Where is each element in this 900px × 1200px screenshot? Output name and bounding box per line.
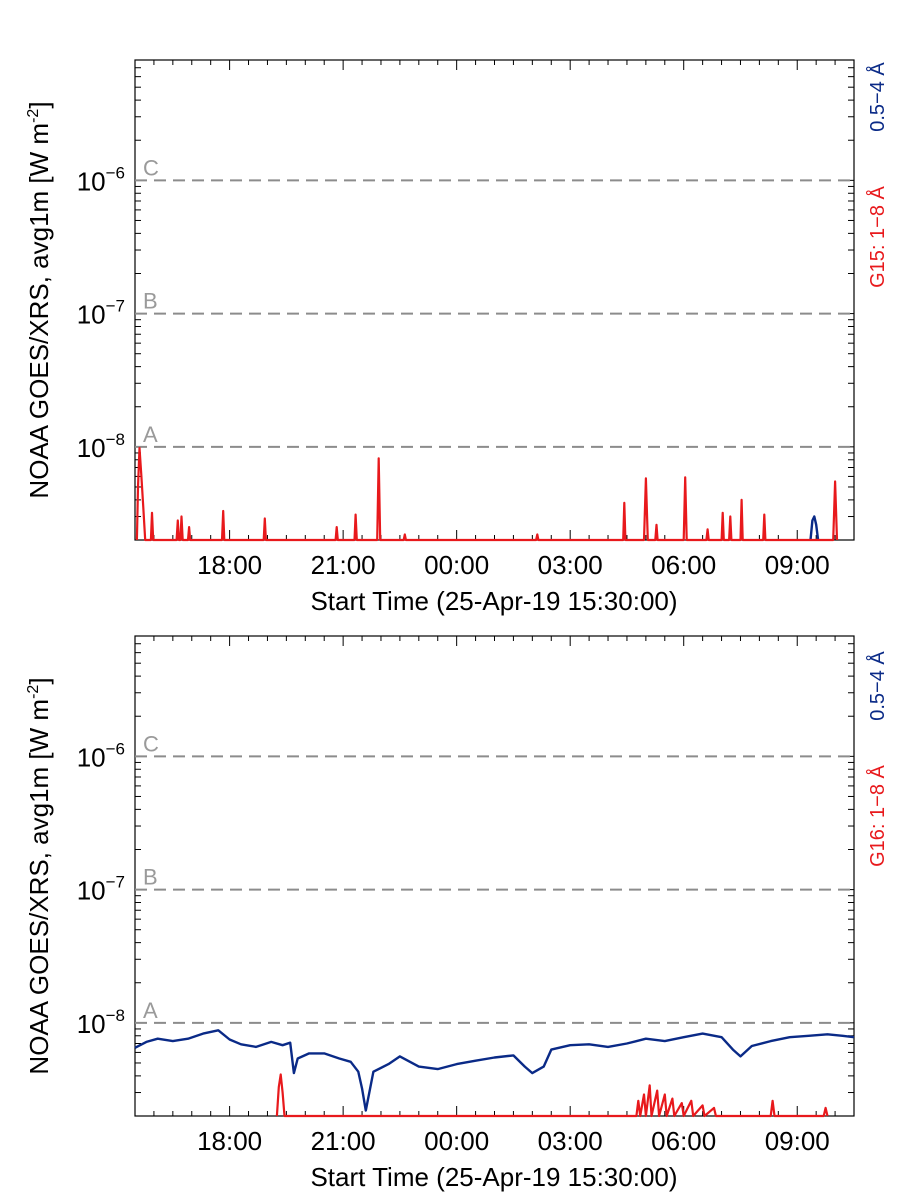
top-plot-frame	[134, 59, 855, 541]
top-legend-long: G15: 1−8 Å	[866, 185, 889, 287]
bottom-y-tick-label: 10−7	[77, 873, 125, 906]
bottom-y-tick-label: 10−6	[77, 739, 125, 772]
top-reference-lines: A B C	[135, 155, 854, 448]
top-y-tick-label: 10−8	[77, 430, 125, 463]
top-panel: ABC 18:00 21:00 00:00 03:00 06:00 09:00 10−81…	[24, 59, 889, 616]
top-x-axis-label: Start Time (25-Apr-19 15:30:00)	[310, 586, 677, 616]
bottom-x-tick-label: 21:00	[311, 1126, 376, 1156]
top-y-ticks: 10−8 10−7 10−6	[77, 163, 125, 463]
bottom-y-axis-label: NOAA GOES/XRS, avg1m [W m-2]	[24, 677, 54, 1074]
top-ref-label-C: C	[143, 155, 159, 180]
top-x-tick-label: 09:00	[765, 550, 830, 580]
bottom-x-tick-label: 09:00	[765, 1126, 830, 1156]
top-series-short	[809, 515, 820, 541]
bottom-series	[134, 1029, 855, 1118]
top-y-tick-label: 10−6	[77, 163, 125, 196]
top-y-axis-label: NOAA GOES/XRS, avg1m [W m-2]	[24, 101, 54, 498]
bottom-ref-label-C: C	[143, 731, 159, 756]
bottom-ref-label-A: A	[143, 998, 158, 1023]
bottom-series-short	[134, 1029, 855, 1112]
bottom-x-tick-label: 03:00	[538, 1126, 603, 1156]
top-x-tick-label: 03:00	[538, 550, 603, 580]
bottom-x-tick-label: 06:00	[651, 1126, 716, 1156]
top-legend-short: 0.5−4 Å	[866, 62, 889, 132]
top-x-tick-label: 00:00	[424, 550, 489, 580]
bottom-legend-long: G16: 1−8 Å	[866, 764, 889, 866]
top-y-tick-label: 10−7	[77, 297, 125, 330]
bottom-panel: ABC 18:00 21:00 00:00 03:00 06:00 09:00 10−81…	[24, 635, 889, 1192]
bottom-x-tick-label: 18:00	[197, 1126, 262, 1156]
top-x-tick-label: 18:00	[197, 550, 262, 580]
top-x-ticks: 18:00 21:00 00:00 03:00 06:00 09:00	[197, 550, 830, 580]
bottom-x-ticks: 18:00 21:00 00:00 03:00 06:00 09:00	[197, 1126, 830, 1156]
bottom-x-tick-label: 00:00	[424, 1126, 489, 1156]
top-minor-ticks	[135, 59, 854, 541]
bottom-y-tick-label: 10−8	[77, 1006, 125, 1039]
top-ref-label-A: A	[143, 422, 158, 447]
bottom-ref-label-B: B	[143, 865, 158, 890]
top-series-long	[135, 446, 839, 542]
bottom-x-axis-label: Start Time (25-Apr-19 15:30:00)	[310, 1162, 677, 1192]
top-x-tick-label: 06:00	[651, 550, 716, 580]
top-x-tick-label: 21:00	[311, 550, 376, 580]
top-ref-label-B: B	[143, 289, 158, 314]
bottom-reference-lines: A B C	[135, 731, 854, 1024]
top-series	[135, 446, 839, 542]
bottom-series-long	[275, 1073, 829, 1118]
bottom-y-ticks: 10−8 10−7 10−6	[77, 739, 125, 1039]
bottom-legend-short: 0.5−4 Å	[866, 651, 889, 721]
